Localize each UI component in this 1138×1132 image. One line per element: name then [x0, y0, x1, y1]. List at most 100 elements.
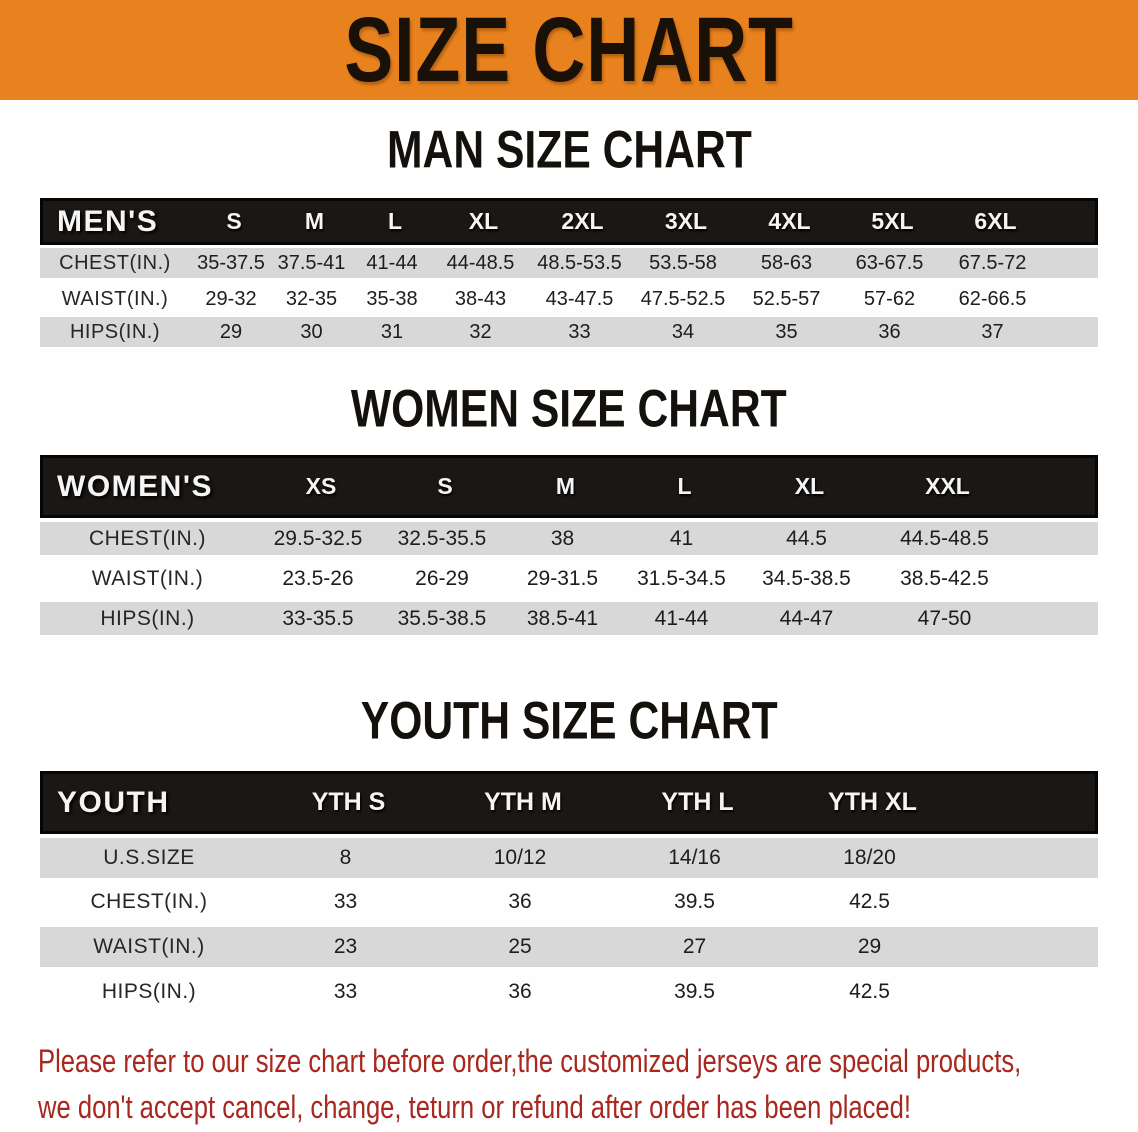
- value-cell: 44.5: [786, 526, 827, 550]
- value-cell: 33: [333, 890, 358, 913]
- disclaimer-line-1-text: Please refer to our size chart before or…: [38, 1043, 1022, 1079]
- value-cell: 33: [333, 980, 358, 1003]
- value-cell: 38.5-42.5: [900, 566, 989, 590]
- value-cell: 43-47.5: [545, 287, 614, 310]
- value-cell: 35-37.5: [197, 251, 265, 274]
- value-cell: 48.5-53.5: [537, 251, 622, 274]
- value-cell: 26-29: [415, 566, 469, 590]
- value-cell: 33: [568, 320, 591, 343]
- men-col-header: M: [304, 208, 325, 234]
- value-cell: 30: [300, 320, 323, 343]
- women-row-chest: CHEST(IN.) 29.5-32.5 32.5-35.5 38 41 44.…: [40, 522, 1098, 555]
- value-cell: 37.5-41: [277, 251, 346, 274]
- value-cell: 34.5-38.5: [762, 566, 851, 590]
- youth-col-header: YTH M: [484, 788, 562, 816]
- women-table-header-row: WOMEN'S XS S M L XL XXL: [40, 455, 1098, 518]
- youth-section-title-text: YOUTH SIZE CHART: [360, 691, 778, 751]
- value-cell: 31.5-34.5: [637, 566, 726, 590]
- row-label: HIPS(IN.): [100, 606, 195, 630]
- value-cell: 8: [339, 846, 352, 869]
- row-label: CHEST(IN.): [59, 251, 171, 274]
- value-cell: 63-67.5: [855, 251, 924, 274]
- value-cell: 41-44: [654, 606, 709, 630]
- youth-row-ussize: U.S.SIZE 8 10/12 14/16 18/20: [40, 838, 1098, 878]
- banner-title: SIZE CHART: [344, 0, 794, 100]
- value-cell: 23.5-26: [282, 566, 354, 590]
- women-col-header: XXL: [925, 473, 970, 499]
- value-cell: 25: [508, 935, 532, 958]
- row-label: HIPS(IN.): [69, 320, 161, 343]
- youth-table-header-row: YOUTH YTH S YTH M YTH L YTH XL: [40, 771, 1098, 834]
- youth-row-chest: CHEST(IN.) 33 36 39.5 42.5: [40, 882, 1098, 922]
- value-cell: 36: [878, 320, 901, 343]
- women-col-header: L: [677, 473, 692, 499]
- women-size-table: WOMEN'S XS S M L XL XXL CHEST(IN.) 29.5-…: [40, 455, 1098, 635]
- value-cell: 44.5-48.5: [900, 526, 989, 550]
- youth-col-header: YTH S: [311, 788, 386, 816]
- row-label: WAIST(IN.): [91, 566, 204, 590]
- value-cell: 38: [550, 526, 575, 550]
- value-cell: 41: [669, 526, 694, 550]
- women-row-waist: WAIST(IN.) 23.5-26 26-29 29-31.5 31.5-34…: [40, 562, 1098, 595]
- value-cell: 38-43: [454, 287, 507, 310]
- men-table-header-row: MEN'S S M L XL 2XL 3XL 4XL 5XL 6XL: [40, 198, 1098, 245]
- value-cell: 47-50: [917, 606, 972, 630]
- men-section-title: MAN SIZE CHART: [0, 120, 1138, 180]
- row-label: CHEST(IN.): [89, 526, 206, 550]
- women-col-header: XS: [305, 473, 337, 499]
- youth-row-waist: WAIST(IN.) 23 25 27 29: [40, 927, 1098, 967]
- men-row-hips: HIPS(IN.) 29 30 31 32 33 34 35 36 37: [40, 317, 1098, 347]
- row-label: WAIST(IN.): [61, 287, 169, 310]
- banner: SIZE CHART: [0, 0, 1138, 100]
- value-cell: 37: [981, 320, 1004, 343]
- value-cell: 47.5-52.5: [640, 287, 726, 310]
- value-cell: 67.5-72: [958, 251, 1027, 274]
- value-cell: 27: [682, 935, 707, 958]
- men-col-header: 5XL: [871, 208, 914, 234]
- value-cell: 32.5-35.5: [397, 526, 487, 550]
- men-col-header: 6XL: [974, 208, 1017, 234]
- youth-header-label: YOUTH: [57, 785, 170, 819]
- youth-col-header: YTH XL: [828, 788, 917, 816]
- men-col-header: 3XL: [664, 208, 708, 234]
- row-label: HIPS(IN.): [101, 980, 197, 1003]
- value-cell: 29.5-32.5: [273, 526, 363, 550]
- value-cell: 38.5-41: [526, 606, 599, 630]
- value-cell: 41-44: [366, 251, 418, 274]
- value-cell: 32-35: [285, 287, 338, 310]
- disclaimer-line-2: we don't accept cancel, change, teturn o…: [38, 1084, 1138, 1130]
- value-cell: 35: [775, 320, 798, 343]
- value-cell: 29: [857, 935, 882, 958]
- row-label: WAIST(IN.): [93, 935, 205, 958]
- women-col-header: XL: [794, 473, 825, 499]
- youth-section-title: YOUTH SIZE CHART: [0, 691, 1138, 751]
- men-size-table: MEN'S S M L XL 2XL 3XL 4XL 5XL 6XL CHEST…: [40, 198, 1098, 347]
- value-cell: 29-32: [205, 287, 257, 310]
- value-cell: 42.5: [849, 890, 890, 913]
- value-cell: 35-38: [366, 287, 418, 310]
- value-cell: 31: [380, 320, 404, 343]
- disclaimer-line-1: Please refer to our size chart before or…: [38, 1038, 1138, 1084]
- value-cell: 53.5-58: [649, 251, 717, 274]
- value-cell: 34: [671, 320, 695, 343]
- men-col-header: L: [387, 208, 403, 234]
- value-cell: 39.5: [674, 890, 715, 913]
- women-row-hips: HIPS(IN.) 33-35.5 35.5-38.5 38.5-41 41-4…: [40, 602, 1098, 635]
- youth-row-hips: HIPS(IN.) 33 36 39.5 42.5: [40, 972, 1098, 1012]
- value-cell: 29: [219, 320, 243, 343]
- men-section-title-text: MAN SIZE CHART: [386, 120, 752, 180]
- value-cell: 44-48.5: [446, 251, 515, 274]
- value-cell: 36: [508, 980, 532, 1003]
- value-cell: 42.5: [849, 980, 890, 1003]
- men-row-waist: WAIST(IN.) 29-32 32-35 35-38 38-43 43-47…: [40, 284, 1098, 314]
- value-cell: 58-63: [760, 251, 813, 274]
- women-header-label: WOMEN'S: [57, 469, 213, 503]
- value-cell: 52.5-57: [752, 287, 821, 310]
- men-header-label: MEN'S: [57, 204, 159, 238]
- value-cell: 10/12: [493, 846, 547, 869]
- value-cell: 62-66.5: [958, 287, 1027, 310]
- men-row-chest: CHEST(IN.) 35-37.5 37.5-41 41-44 44-48.5…: [40, 248, 1098, 278]
- disclaimer-line-2-text: we don't accept cancel, change, teturn o…: [38, 1089, 911, 1125]
- disclaimer: Please refer to our size chart before or…: [0, 1038, 1138, 1130]
